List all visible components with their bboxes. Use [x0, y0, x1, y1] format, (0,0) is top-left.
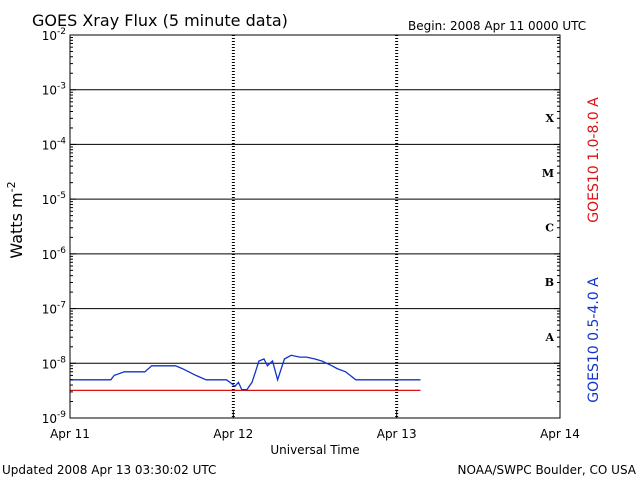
x-tick-label: Apr 14	[540, 427, 580, 441]
legend-long-channel: GOES10 1.0-8.0 A	[586, 97, 602, 223]
plot-frame	[69, 34, 561, 419]
y-axis-label: Watts m-2	[5, 181, 26, 258]
data-series	[70, 354, 421, 392]
begin-time: Begin: 2008 Apr 11 0000 UTC	[408, 19, 586, 33]
flare-class-label: C	[545, 222, 554, 235]
y-tick-label: 10-6	[42, 246, 67, 262]
grid	[70, 35, 560, 418]
flare-class-label: A	[544, 331, 554, 344]
y-tick-label: 10-2	[42, 27, 66, 43]
y-tick-label: 10-4	[42, 136, 67, 152]
y-tick-label: 10-8	[42, 355, 67, 371]
y-tick-label: 10-7	[42, 301, 66, 317]
y-axis-ticks: 10-9 10-8 10-7 10-6 10-5 10-4 10-3 10-2	[42, 27, 560, 426]
x-axis-ticks: Apr 11 Apr 12 Apr 13 Apr 14	[50, 411, 580, 441]
y-axis-label-exp: -2	[5, 181, 18, 192]
y-axis-label-base: Watts m	[7, 192, 26, 258]
flare-class-label: B	[545, 276, 554, 289]
legend-short-channel: GOES10 0.5-4.0 A	[586, 277, 602, 403]
x-tick-label: Apr 12	[213, 427, 253, 441]
x-tick-label: Apr 13	[377, 427, 417, 441]
x-axis-label: Universal Time	[270, 443, 359, 457]
series-short-channel-line	[70, 354, 421, 391]
flare-class-labels: A B C M X	[542, 112, 555, 344]
flare-class-label: X	[545, 112, 554, 125]
updated-timestamp: Updated 2008 Apr 13 03:30:02 UTC	[2, 463, 216, 477]
y-tick-label: 10-9	[42, 410, 67, 426]
chart-title: GOES Xray Flux (5 minute data)	[32, 11, 288, 30]
y-tick-label: 10-5	[42, 191, 66, 207]
x-tick-label: Apr 11	[50, 427, 90, 441]
source-credit: NOAA/SWPC Boulder, CO USA	[458, 463, 637, 477]
flare-class-label: M	[542, 167, 554, 180]
y-tick-label: 10-3	[42, 82, 66, 98]
